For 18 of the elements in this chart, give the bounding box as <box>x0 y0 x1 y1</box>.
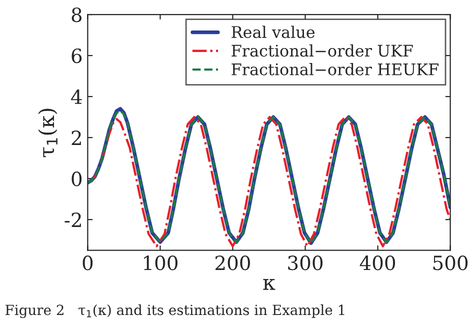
legend-label: Fractional−order HEUKF <box>232 63 438 76</box>
y-axis-title: τ$_{1}$(κ) <box>38 108 58 158</box>
x-tick-label: 500 <box>433 256 468 270</box>
x-tick-label: 100 <box>144 256 178 270</box>
x-tick-label: 0 <box>82 256 93 270</box>
legend-label: Fractional−order UKF <box>232 44 413 57</box>
legend-label: Real value <box>232 26 315 38</box>
y-tick-label: -2 <box>64 212 81 227</box>
x-tick-label: 300 <box>288 256 323 270</box>
y-tick-label: 2 <box>72 130 81 145</box>
y-tick-label: 6 <box>72 48 82 64</box>
x-tick-label: 200 <box>215 256 250 270</box>
x-tick-label: 400 <box>360 256 396 270</box>
y-tick-label: 0 <box>72 172 82 186</box>
x-axis-title: κ <box>263 279 276 290</box>
y-tick-label: 8 <box>72 7 82 22</box>
caption: Figure 2 τ$_{1}$(κ) and its estimations in Example 1 <box>6 304 344 318</box>
y-tick-label: 4 <box>71 90 82 104</box>
